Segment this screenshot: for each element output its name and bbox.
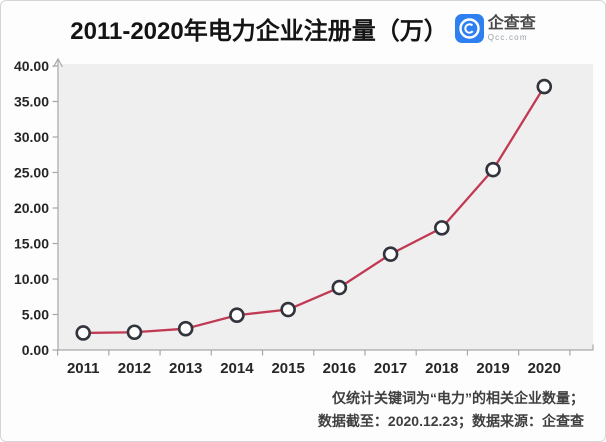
chart-footnote: 仅统计关键词为“电力”的相关企业数量； 数据截至：2020.12.23；数据来源… bbox=[318, 387, 584, 433]
footnote-line-1: 仅统计关键词为“电力”的相关企业数量； bbox=[332, 390, 584, 406]
x-tick-label-2018: 2018 bbox=[425, 360, 458, 377]
x-tick-label-2017: 2017 bbox=[374, 360, 407, 377]
data-point-2014 bbox=[229, 307, 245, 324]
x-tick-label-2015: 2015 bbox=[271, 360, 304, 377]
data-point-2013 bbox=[177, 320, 194, 337]
plot-background bbox=[58, 64, 593, 350]
logo-name: 企查查 bbox=[487, 14, 536, 32]
footnote-line-2: 数据截至：2020.12.23；数据来源：企查查 bbox=[317, 413, 584, 429]
x-tick-label-2020: 2020 bbox=[528, 360, 561, 377]
x-tick-label-2013: 2013 bbox=[169, 360, 202, 377]
y-tick-label: 5.00 bbox=[22, 307, 49, 323]
y-tick-label: 25.00 bbox=[14, 165, 49, 181]
x-tick-label-2011: 2011 bbox=[67, 360, 100, 377]
x-tick-label-2016: 2016 bbox=[323, 360, 356, 377]
y-tick-label: 0.00 bbox=[22, 342, 49, 358]
data-line bbox=[83, 85, 546, 335]
x-tick-label-2019: 2019 bbox=[476, 360, 509, 377]
page-title: 2011-2020年电力企业注册量（万） bbox=[70, 18, 448, 45]
data-point-2011 bbox=[75, 325, 92, 341]
data-point-2017 bbox=[382, 246, 399, 262]
data-point-2020 bbox=[536, 78, 553, 95]
data-point-2016 bbox=[331, 279, 348, 296]
y-tick-label: 30.00 bbox=[14, 129, 49, 145]
qcc-logo-icon bbox=[454, 14, 484, 43]
data-point-2012 bbox=[126, 324, 143, 341]
qcc-logo: 企查查 Qcc.com bbox=[454, 14, 536, 43]
x-tick-label-2012: 2012 bbox=[118, 360, 151, 377]
y-tick-label: 10.00 bbox=[14, 271, 49, 287]
data-point-2015 bbox=[280, 301, 296, 318]
y-axis-arrow bbox=[52, 57, 64, 68]
y-tick-label: 20.00 bbox=[14, 200, 49, 216]
y-tick-label: 40.00 bbox=[14, 58, 49, 74]
header: 2011-2020年电力企业注册量（万） 企查查 Qcc.com bbox=[1, 11, 605, 46]
y-tick-label: 35.00 bbox=[14, 94, 49, 110]
data-point-2019 bbox=[485, 161, 501, 178]
chart-area: 0.00 5.00 10.00 15.00 20.00 25.00 30.00 35.00 40… bbox=[1, 56, 605, 386]
y-tick-label: 15.00 bbox=[14, 236, 49, 252]
logo-domain: Qcc.com bbox=[487, 32, 528, 42]
data-point-2018 bbox=[434, 220, 450, 236]
qcc-logo-text: 企查查 Qcc.com bbox=[487, 14, 536, 42]
x-tick-label-2014: 2014 bbox=[220, 360, 254, 377]
line-chart: 0.00 5.00 10.00 15.00 20.00 25.00 30.00 35.00 40… bbox=[14, 57, 594, 377]
